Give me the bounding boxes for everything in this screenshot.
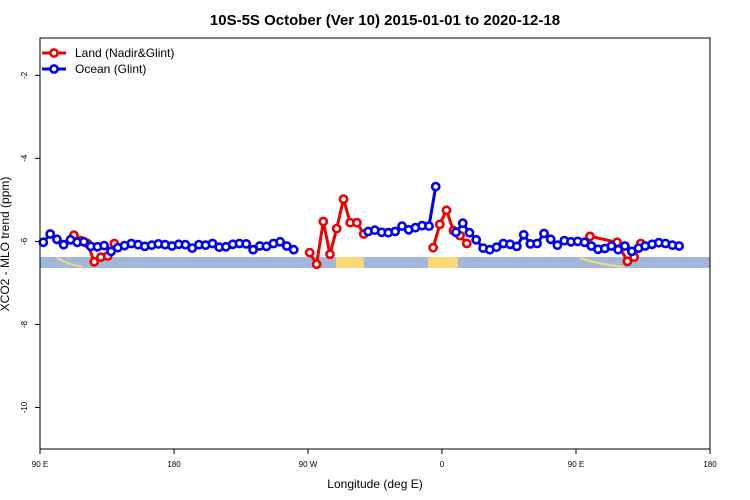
legend: Land (Nadir&Glint) Ocean (Glint) xyxy=(42,46,174,76)
legend-marker-0 xyxy=(49,48,59,58)
series-layer xyxy=(38,181,684,270)
land-band-1 xyxy=(428,257,458,268)
series-1-point-1-4 xyxy=(390,226,400,237)
series-1-point-0-0 xyxy=(38,237,49,248)
series-1-point-2-14 xyxy=(545,234,556,245)
series-1-point-2-12 xyxy=(532,238,542,249)
x-tick-label-3: 0 xyxy=(440,460,445,469)
series-0-point-2-5 xyxy=(461,238,472,249)
series-1-point-2-2 xyxy=(464,227,475,238)
legend-label-1: Ocean (Glint) xyxy=(75,62,146,76)
series-1-point-0-35 xyxy=(275,236,285,247)
x-tick-label-2: 90 W xyxy=(299,460,318,469)
y-tick-label-2: -6 xyxy=(20,237,29,245)
series-1-point-2-0 xyxy=(451,227,461,238)
island-band-1 xyxy=(579,257,625,268)
y-tick-label-0: -2 xyxy=(20,71,29,79)
series-0-point-1-3 xyxy=(325,249,335,260)
x-axis: 90 E 180 90 W 0 90 E 180 xyxy=(32,449,717,469)
series-1-point-0-1 xyxy=(45,229,56,239)
series-0-point-1-5 xyxy=(338,194,349,204)
series-1-point-0-36 xyxy=(281,241,292,251)
legend-marker-1 xyxy=(49,64,59,74)
series-1-point-0-3 xyxy=(58,239,69,250)
y-tick-label-1: -4 xyxy=(20,154,29,162)
series-1-point-2-9 xyxy=(511,241,522,252)
series-1-point-2-10 xyxy=(518,229,529,240)
series-0-point-1-2 xyxy=(318,216,329,227)
legend-label-0: Land (Nadir&Glint) xyxy=(75,46,174,60)
chart-title: 10S-5S October (Ver 10) 2015-01-01 to 20… xyxy=(210,12,560,29)
series-1 xyxy=(38,181,684,257)
series-1-point-1-10 xyxy=(430,181,441,192)
land-band-0 xyxy=(335,257,364,268)
series-0-point-3-0 xyxy=(585,231,595,242)
series-1-point-2-13 xyxy=(539,228,549,239)
series-1-point-1-9 xyxy=(424,221,434,231)
series-1-point-2-25 xyxy=(620,241,630,251)
series-1-point-0-37 xyxy=(288,244,299,255)
series-1-point-0-6 xyxy=(79,236,89,247)
y-tick-label-4: -10 xyxy=(20,401,29,413)
series-1-point-0-2 xyxy=(52,234,62,245)
x-tick-label-4: 90 E xyxy=(568,460,584,469)
y-tick-label-3: -8 xyxy=(20,320,29,328)
series-0-point-1-0 xyxy=(304,247,315,258)
series-1-point-2-3 xyxy=(471,234,482,245)
series-0-point-2-0 xyxy=(428,242,438,253)
plot-frame xyxy=(39,37,711,450)
x-tick-label-1: 180 xyxy=(167,460,181,469)
series-1-point-2-1 xyxy=(457,218,468,229)
x-axis-label: Longitude (deg E) xyxy=(327,477,422,491)
series-0-point-1-7 xyxy=(351,217,362,228)
series-1-point-0-9 xyxy=(99,240,110,251)
series-1-point-2-33 xyxy=(674,241,684,251)
series-0-point-1-1 xyxy=(311,259,322,270)
series-0-point-2-1 xyxy=(434,219,445,230)
x-tick-label-5: 180 xyxy=(703,460,717,469)
series-0-point-0-3 xyxy=(89,256,100,267)
y-axis: -2 -4 -6 -8 -10 xyxy=(20,71,40,413)
y-axis-label: XCO2 - MLO trend (ppm) xyxy=(0,177,12,312)
series-1-point-2-15 xyxy=(552,240,563,251)
ocean-band xyxy=(40,257,710,268)
surface-type-band xyxy=(40,257,710,268)
series-0-point-3-2 xyxy=(622,256,633,267)
island-band-0 xyxy=(56,257,83,268)
series-0-point-2-2 xyxy=(441,205,452,216)
series-1-point-2-6 xyxy=(491,242,502,253)
series-0-point-1-4 xyxy=(331,223,342,234)
x-tick-label-0: 90 E xyxy=(32,460,48,469)
series-1-point-0-30 xyxy=(241,238,252,249)
